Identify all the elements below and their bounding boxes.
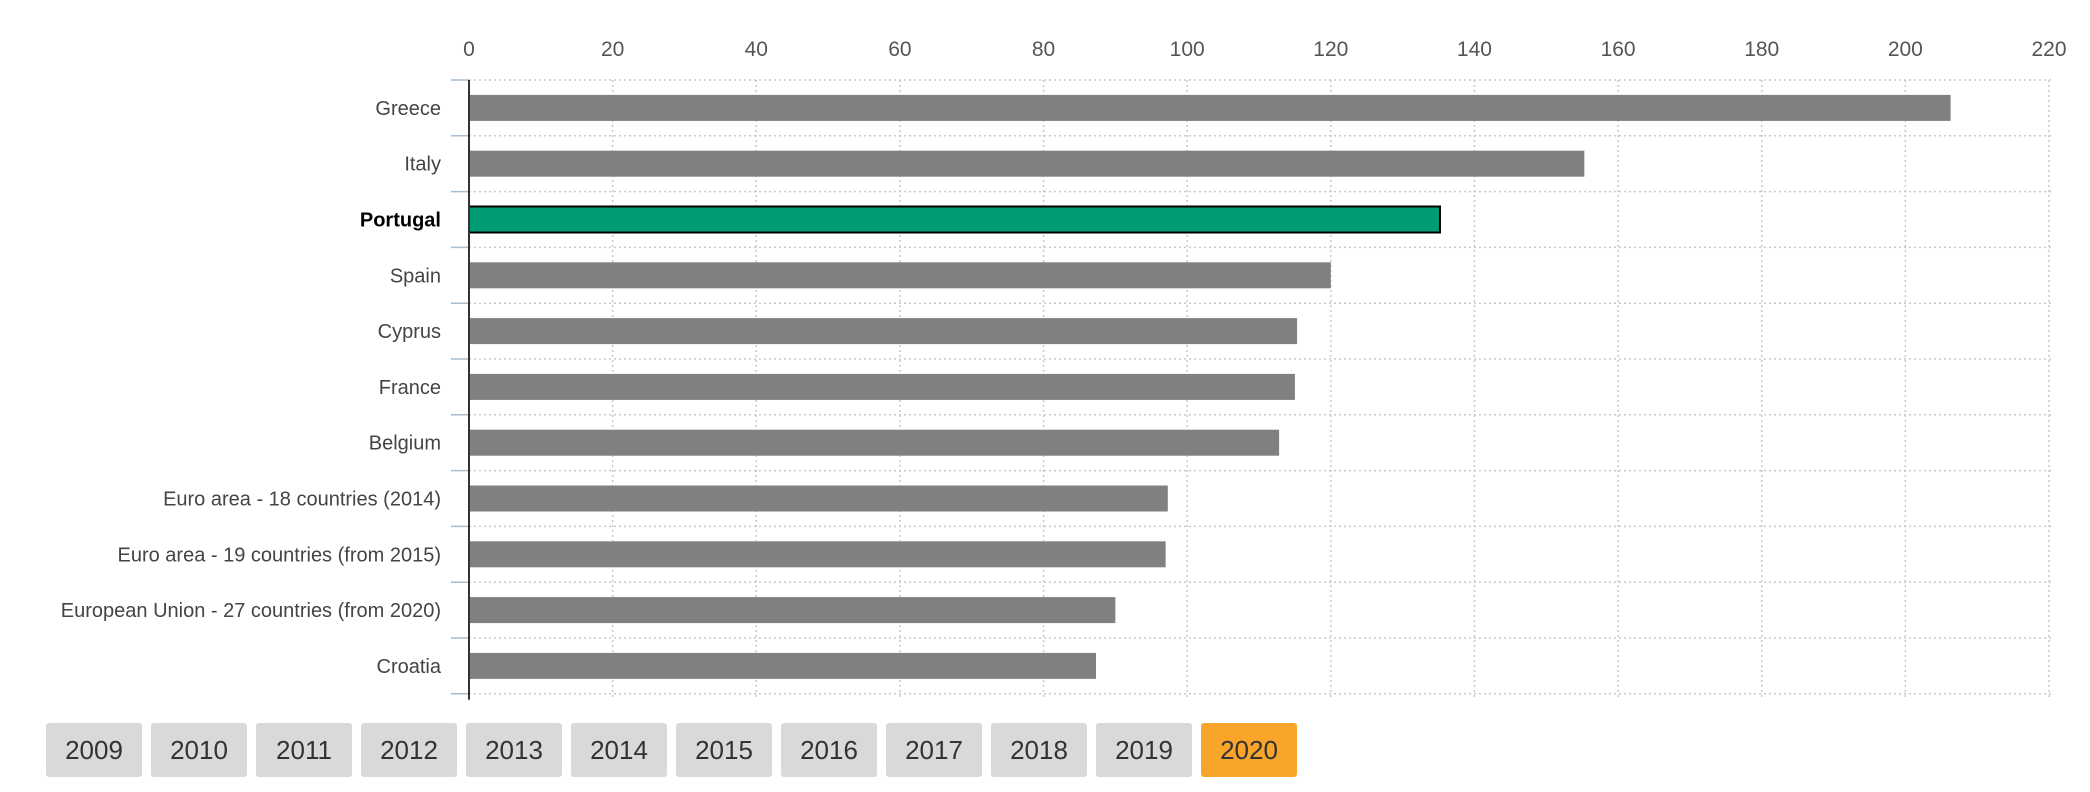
year-button-2018[interactable]: 2018 <box>991 723 1087 777</box>
x-tick-label: 200 <box>1888 38 1923 61</box>
x-tick-label: 0 <box>463 38 475 61</box>
x-tick-label: 60 <box>888 38 911 61</box>
x-tick-label: 160 <box>1601 38 1636 61</box>
year-button-2009[interactable]: 2009 <box>46 723 142 777</box>
x-tick-label: 40 <box>745 38 768 61</box>
year-button-2012[interactable]: 2012 <box>361 723 457 777</box>
x-tick-label: 80 <box>1032 38 1055 61</box>
bar-highlighted[interactable] <box>468 205 1441 234</box>
bar-chart: 0 20 40 60 80 100 120 140 160 180 200 220 Greece Ita… <box>61 38 2067 700</box>
year-button-2016[interactable]: 2016 <box>781 723 877 777</box>
year-button-2011[interactable]: 2011 <box>256 723 352 777</box>
category-label: Cyprus <box>378 321 441 343</box>
category-label: European Union - 27 countries (from 2020… <box>61 600 441 622</box>
year-button-2020[interactable]: 2020 <box>1201 723 1297 777</box>
bar[interactable] <box>469 94 1951 121</box>
category-label: Portugal <box>360 210 441 232</box>
bar[interactable] <box>469 373 1295 400</box>
year-button-2014[interactable]: 2014 <box>571 723 667 777</box>
category-label: Italy <box>404 154 441 176</box>
year-button-2017[interactable]: 2017 <box>886 723 982 777</box>
bar[interactable] <box>469 485 1168 512</box>
year-button-2013[interactable]: 2013 <box>466 723 562 777</box>
year-button-2010[interactable]: 2010 <box>151 723 247 777</box>
bar[interactable] <box>469 541 1166 568</box>
x-tick-label: 180 <box>1744 38 1779 61</box>
year-selector: 2009 2010 2011 2012 2013 2014 2015 2016 2017 2018… <box>46 723 1297 777</box>
category-label: France <box>379 377 441 399</box>
bar[interactable] <box>469 652 1096 679</box>
grid-lines <box>451 79 2051 700</box>
x-tick-label: 100 <box>1170 38 1205 61</box>
bar[interactable] <box>469 597 1116 624</box>
bars <box>468 94 1951 679</box>
x-tick-label: 120 <box>1313 38 1348 61</box>
x-tick-label: 20 <box>601 38 624 61</box>
category-label: Euro area - 19 countries (from 2015) <box>118 544 442 566</box>
x-tick-label: 220 <box>2031 38 2066 61</box>
bar[interactable] <box>469 262 1331 289</box>
bar[interactable] <box>469 318 1298 345</box>
category-label: Euro area - 18 countries (2014) <box>163 489 441 511</box>
bar[interactable] <box>469 150 1585 177</box>
bar[interactable] <box>469 429 1280 456</box>
category-label: Greece <box>375 98 441 120</box>
year-button-2015[interactable]: 2015 <box>676 723 772 777</box>
category-label: Belgium <box>369 433 441 455</box>
category-label: Croatia <box>377 656 442 678</box>
x-axis-ticks: 0 20 40 60 80 100 120 140 160 180 200 220 <box>463 38 2066 61</box>
year-button-2019[interactable]: 2019 <box>1096 723 1192 777</box>
category-labels: Greece Italy Portugal Spain Cyprus France Belg… <box>61 98 442 678</box>
x-tick-label: 140 <box>1457 38 1492 61</box>
category-label: Spain <box>390 265 441 287</box>
